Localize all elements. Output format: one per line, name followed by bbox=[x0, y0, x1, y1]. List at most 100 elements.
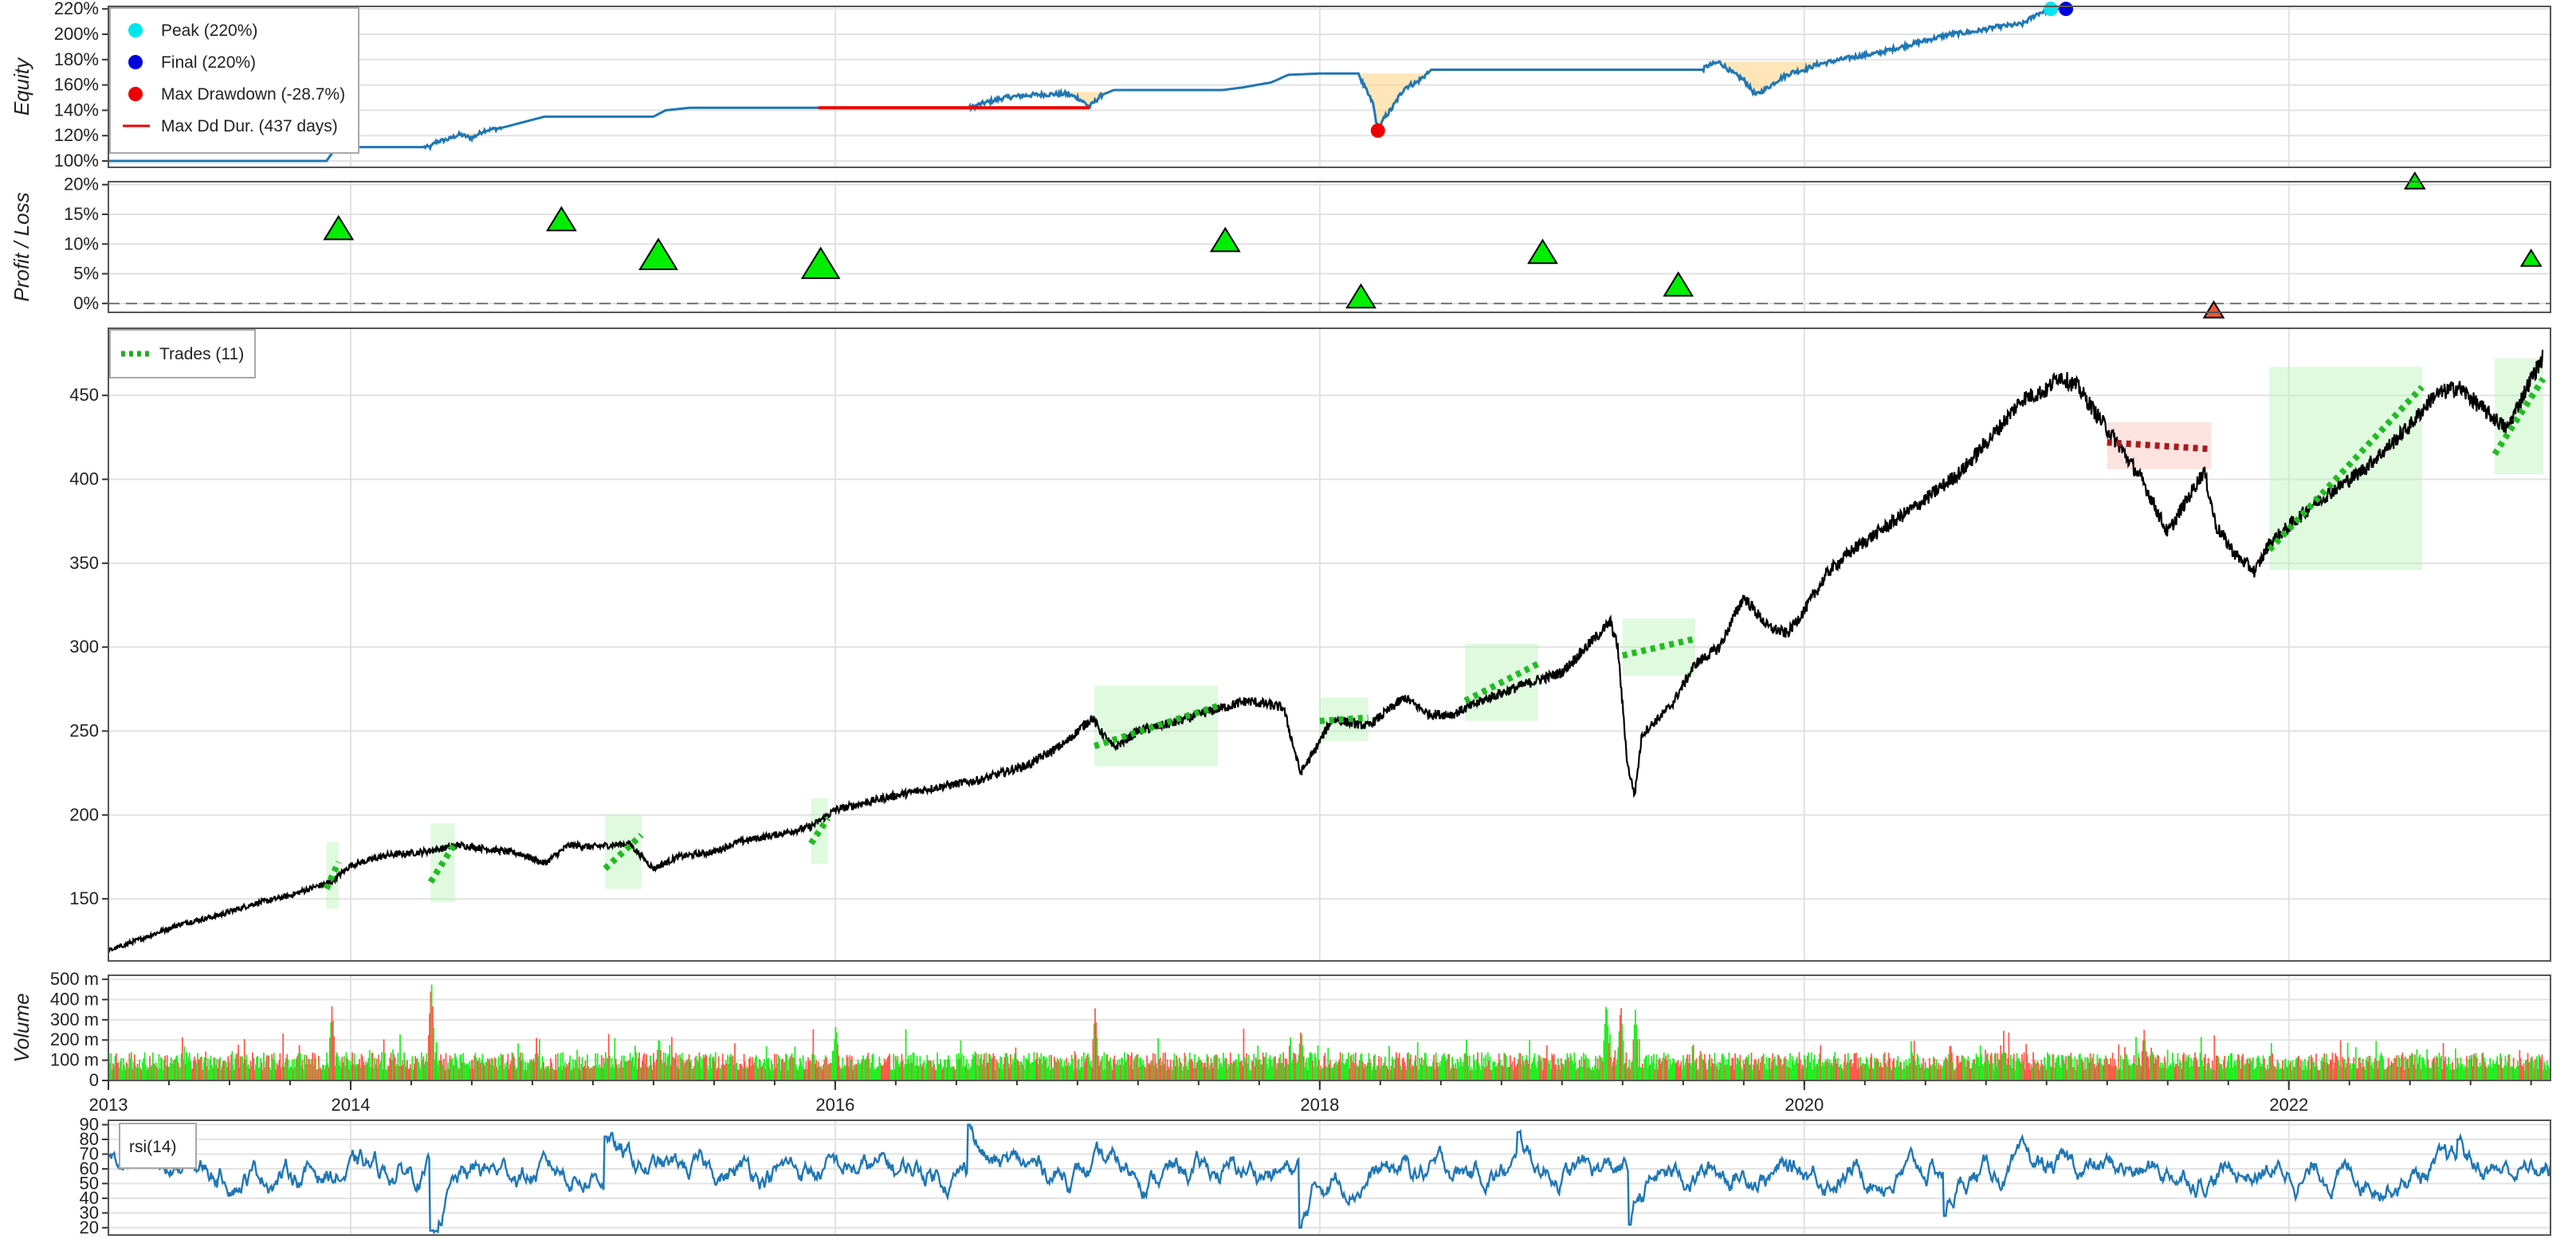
volume-bar bbox=[2417, 1064, 2419, 1080]
volume-bar bbox=[775, 1068, 777, 1080]
volume-bar bbox=[1718, 1061, 1721, 1080]
volume-bar bbox=[2010, 1054, 2012, 1080]
volume-bar bbox=[1659, 1063, 1662, 1080]
volume-bar bbox=[1464, 1053, 1467, 1080]
volume-bar bbox=[1543, 1057, 1545, 1080]
volume-bar bbox=[1463, 1061, 1465, 1080]
volume-bar bbox=[978, 1065, 980, 1080]
volume-bar bbox=[192, 1061, 194, 1080]
volume-bar bbox=[846, 1055, 848, 1080]
volume-bar bbox=[1153, 1065, 1155, 1080]
volume-bar bbox=[470, 1060, 473, 1080]
volume-bar bbox=[1452, 1065, 1455, 1080]
volume-bar bbox=[113, 1066, 116, 1080]
volume-bar bbox=[2299, 1059, 2302, 1080]
volume-bar bbox=[673, 1057, 675, 1080]
volume-bar bbox=[1129, 1065, 1131, 1080]
volume-bar bbox=[1738, 1061, 1741, 1080]
volume-bar bbox=[1555, 1065, 1557, 1080]
volume-bar bbox=[2397, 1055, 2400, 1080]
volume-bar bbox=[983, 1053, 985, 1080]
volume-bar bbox=[239, 1057, 242, 1080]
volume-bar bbox=[271, 1053, 273, 1080]
volume-bar bbox=[2304, 1059, 2306, 1080]
volume-bar bbox=[1810, 1052, 1812, 1080]
volume-bar bbox=[1765, 1069, 1767, 1080]
volume-bar bbox=[2303, 1069, 2305, 1080]
volume-bar bbox=[261, 1062, 263, 1080]
volume-bar bbox=[2464, 1067, 2467, 1080]
volume-bar bbox=[466, 1063, 469, 1080]
volume-bar bbox=[689, 1061, 691, 1080]
volume-bar bbox=[665, 1053, 667, 1080]
volume-bar bbox=[2377, 1069, 2379, 1080]
volume-bar bbox=[666, 1057, 669, 1080]
volume-bar bbox=[269, 1067, 271, 1080]
volume-bar bbox=[1635, 1010, 1636, 1080]
volume-bar bbox=[784, 1053, 787, 1080]
volume-bar bbox=[1593, 1065, 1596, 1080]
volume-bar bbox=[1964, 1058, 1966, 1080]
volume-bar bbox=[198, 1059, 201, 1080]
volume-bar bbox=[2029, 1069, 2032, 1080]
volume-bar bbox=[1882, 1067, 1884, 1080]
volume-bar bbox=[1800, 1069, 1802, 1080]
volume-bar bbox=[1021, 1062, 1023, 1080]
volume-bar bbox=[1007, 1056, 1009, 1080]
trade-line bbox=[2107, 439, 2212, 453]
volume-bar bbox=[1060, 1060, 1062, 1080]
volume-bar bbox=[407, 1069, 410, 1080]
volume-bar bbox=[1218, 1057, 1220, 1080]
volume-bar bbox=[2530, 1057, 2532, 1080]
volume-bar bbox=[2129, 1064, 2131, 1080]
volume-bar bbox=[1466, 1039, 1467, 1080]
volume-bar bbox=[1387, 1069, 1389, 1080]
volume-bar bbox=[2321, 1057, 2323, 1080]
volume-bar bbox=[1323, 1056, 1325, 1080]
volume-bar bbox=[1908, 1058, 1910, 1080]
volume-bar bbox=[1361, 1053, 1363, 1080]
volume-bar bbox=[834, 1027, 837, 1080]
volume-bar bbox=[2263, 1058, 2265, 1080]
volume-bar bbox=[2478, 1068, 2480, 1080]
volume-bar bbox=[1893, 1058, 1895, 1080]
volume-bar bbox=[2169, 1065, 2171, 1080]
volume-bar bbox=[349, 1060, 351, 1080]
volume-bar bbox=[2064, 1063, 2066, 1080]
volume-bar bbox=[188, 1053, 190, 1080]
volume-bar bbox=[218, 1059, 220, 1080]
trade-pnl-marker bbox=[2403, 171, 2426, 190]
volume-bar bbox=[433, 1027, 435, 1080]
volume-bar bbox=[979, 1058, 981, 1080]
volume-bar bbox=[2019, 1061, 2021, 1080]
volume-bar bbox=[437, 1065, 439, 1080]
volume-bar bbox=[1220, 1062, 1223, 1080]
volume-bar bbox=[1834, 1052, 1836, 1080]
volume-bar bbox=[2248, 1063, 2250, 1080]
volume-bar bbox=[1319, 1070, 1321, 1080]
volume-bar bbox=[621, 1055, 623, 1080]
volume-bar bbox=[2280, 1068, 2282, 1080]
trade-pnl-marker bbox=[2519, 248, 2543, 267]
volume-bar bbox=[1570, 1057, 1573, 1080]
volume-bar bbox=[1192, 1068, 1195, 1080]
x-axis: 2013 2014 2016 2018 2020 2022 bbox=[89, 1080, 2532, 1115]
volume-bar bbox=[593, 1065, 595, 1080]
volume-bar bbox=[1970, 1068, 1973, 1080]
volume-bar bbox=[2163, 1057, 2166, 1080]
volume-bar bbox=[194, 1056, 196, 1080]
volume-bar bbox=[1251, 1061, 1253, 1080]
volume-bar bbox=[1839, 1065, 1841, 1080]
volume-bar bbox=[320, 1067, 322, 1080]
volume-bar bbox=[2367, 1061, 2369, 1080]
volume-bar bbox=[1993, 1053, 1996, 1080]
volume-bar bbox=[2480, 1065, 2482, 1080]
volume-bar bbox=[267, 1056, 269, 1080]
volume-bar bbox=[917, 1065, 919, 1080]
volume-bar bbox=[1588, 1058, 1590, 1080]
trade-pnl-marker bbox=[1527, 238, 1558, 265]
volume-bar bbox=[2541, 1054, 2543, 1080]
y-tick-label: 80 bbox=[80, 1129, 99, 1149]
volume-bar bbox=[2386, 1067, 2389, 1080]
volume-bar bbox=[1180, 1063, 1183, 1080]
